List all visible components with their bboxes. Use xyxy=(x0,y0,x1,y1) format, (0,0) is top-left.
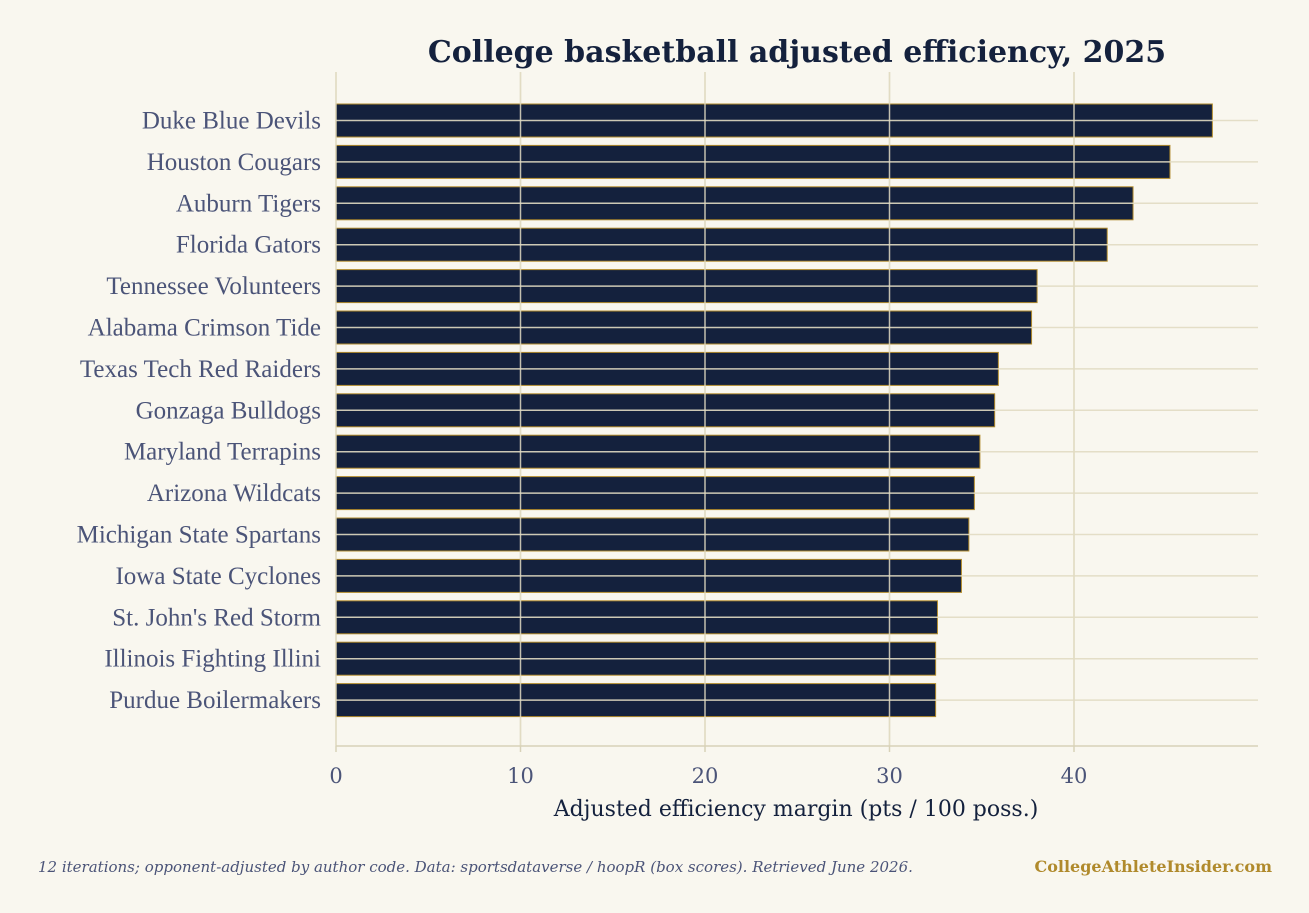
y-tick-label: Michigan State Spartans xyxy=(77,522,321,549)
labels-layer: Duke Blue Devils Houston Cougars Auburn Ti… xyxy=(77,108,1088,789)
y-tick-label: Houston Cougars xyxy=(147,149,321,176)
y-tick-label: Alabama Crimson Tide xyxy=(88,315,321,342)
x-axis-label: Adjusted efficiency margin (pts / 100 po… xyxy=(553,797,1039,822)
y-tick-label: Auburn Tigers xyxy=(176,190,321,217)
x-tick-label: 10 xyxy=(507,764,534,788)
y-tick-label: Purdue Boilermakers xyxy=(109,687,321,714)
y-tick-label: Arizona Wildcats xyxy=(147,480,321,507)
x-tick-label: 0 xyxy=(329,764,342,788)
footnote: 12 iterations; opponent-adjusted by auth… xyxy=(38,858,913,876)
chart-title: College basketball adjusted efficiency, … xyxy=(428,35,1166,70)
y-tick-label: Florida Gators xyxy=(176,232,321,259)
x-tick-label: 30 xyxy=(876,764,903,788)
y-tick-label: St. John's Red Storm xyxy=(112,604,321,631)
y-tick-label: Gonzaga Bulldogs xyxy=(136,397,321,424)
y-tick-label: Illinois Fighting Illini xyxy=(104,646,321,673)
brand-link[interactable]: CollegeAthleteInsider.com xyxy=(1034,857,1272,876)
y-tick-label: Texas Tech Red Raiders xyxy=(80,356,321,383)
axis-layer xyxy=(335,745,1258,752)
hgrid-overlay-layer xyxy=(335,72,1258,746)
y-tick-label: Tennessee Volunteers xyxy=(106,273,321,300)
y-tick-label: Maryland Terrapins xyxy=(124,439,321,466)
x-tick-label: 20 xyxy=(692,764,719,788)
x-tick-label: 40 xyxy=(1061,764,1088,788)
y-tick-label: Duke Blue Devils xyxy=(142,108,321,135)
y-tick-label: Iowa State Cyclones xyxy=(115,563,321,590)
